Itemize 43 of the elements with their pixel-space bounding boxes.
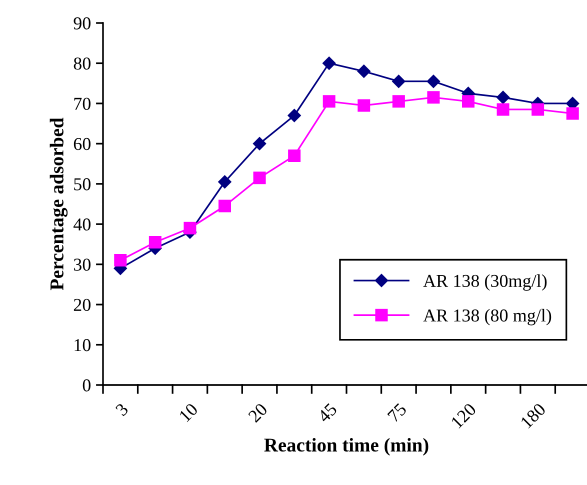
x-tick-label: 3 <box>115 402 129 416</box>
y-tick-label: 60 <box>74 138 91 150</box>
y-tick-label: 30 <box>74 258 91 271</box>
point <box>357 64 370 78</box>
y-tick-label: 50 <box>74 178 91 190</box>
x-tick-label: 45 <box>317 402 338 424</box>
point <box>114 254 127 267</box>
y-tick-label: 70 <box>74 98 91 110</box>
legend-label: AR 138 (80 mg/l) <box>423 308 552 326</box>
point <box>566 107 579 120</box>
point <box>532 103 544 116</box>
point <box>427 91 440 104</box>
point <box>322 56 336 70</box>
x-axis-title: Reaction time (min) <box>264 438 428 456</box>
point <box>288 108 301 122</box>
point <box>184 222 196 234</box>
x-tick-label: 10 <box>178 402 198 422</box>
y-tick-label: 0 <box>82 379 91 392</box>
point <box>218 175 232 188</box>
point <box>392 95 405 108</box>
legend-label: AR 138 (30mg/l) <box>423 274 547 291</box>
y-axis-title: Percentage adsorbed <box>50 118 68 290</box>
x-tick-label: 20 <box>248 402 268 423</box>
point <box>148 236 162 248</box>
point <box>392 74 406 88</box>
point <box>218 200 231 212</box>
point <box>253 172 266 184</box>
x-tick-label: 120 <box>450 402 477 429</box>
point <box>358 99 370 112</box>
point <box>462 95 474 108</box>
point <box>496 103 510 116</box>
y-tick-label: 10 <box>74 339 91 352</box>
point <box>322 95 336 108</box>
y-tick-label: 40 <box>73 218 91 231</box>
point <box>288 149 301 162</box>
x-tick-label: 75 <box>387 402 408 423</box>
x-tick-label: 180 <box>520 402 546 429</box>
point <box>252 137 266 150</box>
y-tick-label: 90 <box>74 17 91 30</box>
y-tick-label: 80 <box>74 57 91 70</box>
point <box>496 90 510 104</box>
point <box>426 74 440 88</box>
y-tick-label: 20 <box>74 298 91 311</box>
